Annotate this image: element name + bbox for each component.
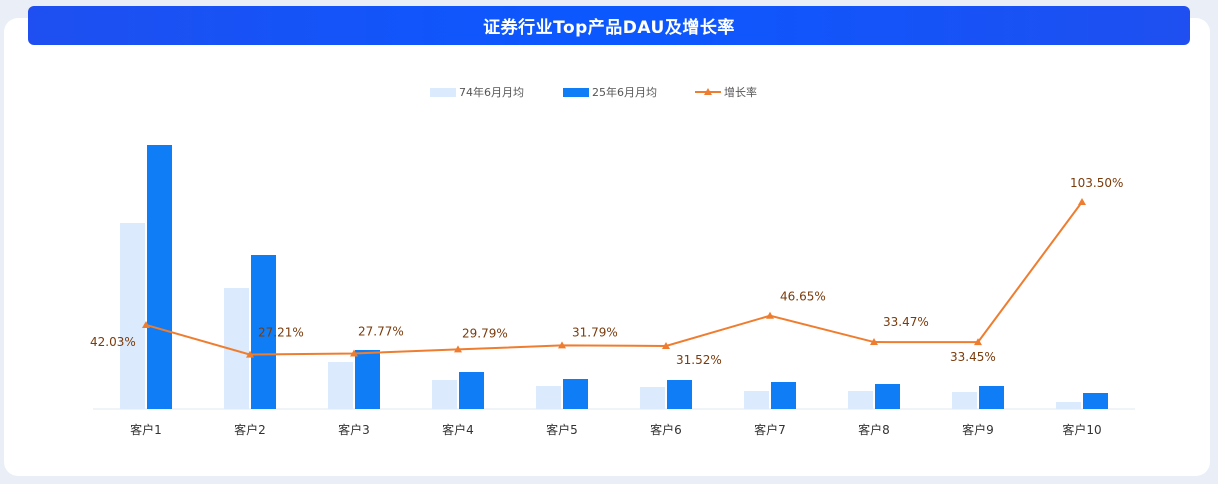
legend-swatch (563, 88, 589, 97)
x-tick-label: 客户10 (1062, 422, 1101, 437)
bar-25年6月月均-客户5 (563, 379, 588, 409)
legend-item-74年6月月均: 74年6月月均 (430, 85, 524, 99)
bar-25年6月月均-客户10 (1083, 393, 1108, 409)
legend-item-增长率: 增长率 (695, 85, 757, 99)
legend-label: 74年6月月均 (459, 85, 524, 99)
x-tick-label: 客户4 (442, 422, 474, 437)
x-tick-label: 客户1 (130, 422, 162, 437)
bar-25年6月月均-客户4 (459, 372, 484, 409)
chart-title: 证券行业Top产品DAU及增长率 (28, 6, 1190, 45)
growth-rate-marker (1078, 198, 1086, 205)
x-tick-label: 客户9 (962, 422, 994, 437)
legend-item-25年6月月均: 25年6月月均 (563, 85, 657, 99)
growth-rate-marker (454, 345, 462, 353)
legend-label: 增长率 (724, 85, 757, 99)
x-tick-label: 客户2 (234, 422, 266, 437)
bar-74年6月月均-客户3 (328, 362, 353, 409)
data-label: 29.79% (462, 326, 508, 340)
bar-74年6月月均-客户6 (640, 387, 665, 409)
growth-rate-marker (974, 338, 982, 346)
bar-74年6月月均-客户1 (120, 223, 145, 409)
growth-rate-line (145, 201, 1083, 356)
data-label: 31.79% (572, 325, 618, 339)
growth-rate-marker (246, 350, 254, 358)
bar-25年6月月均-客户9 (979, 386, 1004, 409)
data-label: 27.21% (258, 326, 304, 340)
legend: 74年6月月均 25年6月月均 增长率 (430, 85, 757, 99)
data-label: 42.03% (90, 335, 136, 349)
bar-25年6月月均-客户8 (875, 384, 900, 409)
growth-rate-marker (142, 320, 150, 328)
x-tick-label: 客户7 (754, 422, 786, 437)
x-tick-label: 客户6 (650, 422, 682, 437)
bar-25年6月月均-客户6 (667, 380, 692, 409)
x-tick-label: 客户8 (858, 422, 890, 437)
growth-rate-marker (350, 349, 358, 357)
legend-swatch (430, 88, 456, 97)
bars-layer (120, 145, 1108, 409)
data-label: 33.47% (883, 315, 929, 329)
bar-25年6月月均-客户3 (355, 350, 380, 409)
bar-74年6月月均-客户10 (1056, 402, 1081, 409)
data-label: 46.65% (780, 290, 826, 304)
data-label: 27.77% (358, 324, 404, 338)
line-layer (142, 198, 1086, 358)
growth-rate-marker (558, 341, 566, 349)
data-label: 103.50% (1070, 176, 1123, 190)
chart-card (4, 18, 1210, 476)
growth-rate-marker (870, 338, 878, 346)
bar-74年6月月均-客户4 (432, 380, 457, 409)
growth-rate-marker (766, 311, 774, 319)
x-tick-label: 客户3 (338, 422, 370, 437)
x-tick-label: 客户5 (546, 422, 578, 437)
data-label: 33.45% (950, 350, 996, 364)
x-tick-labels: 客户1 客户2 客户3 客户4 客户5 客户6 客户7 客户8 客户9 客户10 (130, 422, 1101, 437)
bar-25年6月月均-客户7 (771, 382, 796, 409)
legend-marker (704, 88, 712, 95)
growth-rate-marker (662, 341, 670, 349)
bar-25年6月月均-客户2 (251, 255, 276, 409)
bar-25年6月月均-客户1 (147, 145, 172, 409)
bar-74年6月月均-客户9 (952, 392, 977, 409)
data-labels: 42.03% 27.21% 27.77% 29.79% 31.79% 31.52% 46.6… (90, 176, 1123, 367)
bar-74年6月月均-客户7 (744, 391, 769, 409)
legend-label: 25年6月月均 (592, 85, 657, 99)
data-label: 31.52% (676, 353, 722, 367)
bar-74年6月月均-客户5 (536, 386, 561, 409)
bar-74年6月月均-客户8 (848, 391, 873, 409)
